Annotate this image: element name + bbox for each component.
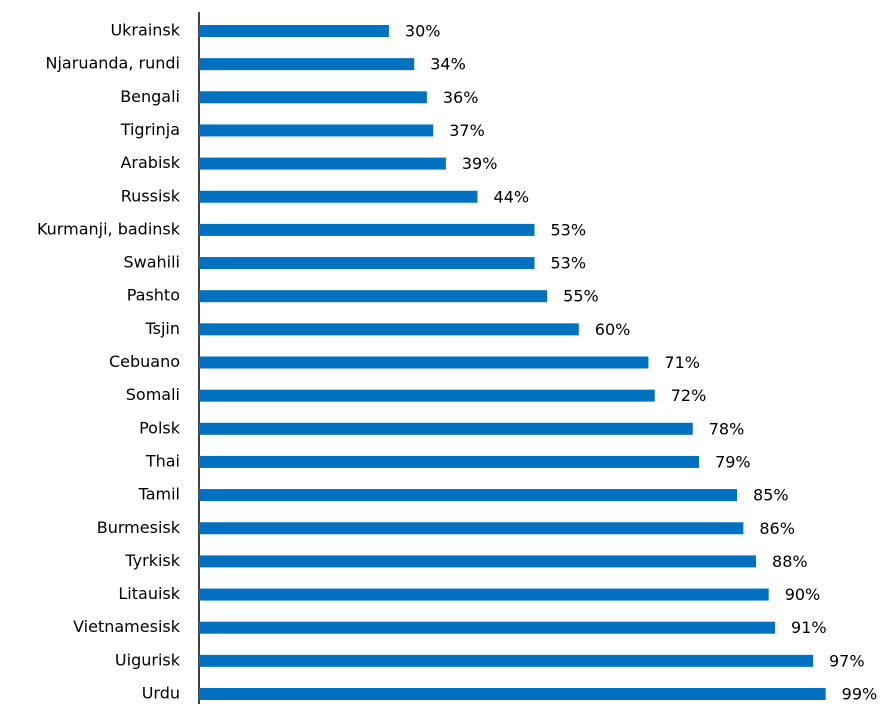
bar <box>199 555 757 568</box>
value-label: 53% <box>550 254 586 273</box>
bar <box>199 621 776 634</box>
category-label: Somali <box>126 385 180 404</box>
value-label: 99% <box>842 685 878 704</box>
value-label: 88% <box>772 552 808 571</box>
bar <box>199 290 548 303</box>
value-label: 55% <box>563 287 599 306</box>
category-label: Tyrkisk <box>124 551 180 570</box>
bar <box>199 223 535 236</box>
category-label: Polsk <box>139 418 181 437</box>
bar <box>199 58 415 71</box>
value-label: 90% <box>785 585 821 604</box>
category-label: Vietnamesisk <box>73 617 181 636</box>
value-label: 72% <box>671 386 707 405</box>
bar <box>199 25 389 37</box>
category-label: Kurmanji, badinsk <box>37 219 181 238</box>
bar <box>199 91 427 104</box>
value-label: 34% <box>430 55 466 74</box>
value-label: 85% <box>753 486 789 505</box>
bar <box>199 389 655 402</box>
bar <box>199 588 769 601</box>
bar <box>199 522 744 535</box>
bar <box>199 688 826 700</box>
bar <box>199 654 814 667</box>
category-label: Njaruanda, rundi <box>46 54 180 73</box>
category-label: Tigrinja <box>120 120 180 139</box>
value-label: 60% <box>595 320 631 339</box>
value-label: 97% <box>829 651 865 670</box>
bar <box>199 157 446 170</box>
bar <box>199 489 738 502</box>
value-label: 79% <box>715 452 751 471</box>
category-label: Cebuano <box>109 352 180 371</box>
category-label: Urdu <box>142 684 180 703</box>
value-label: 36% <box>443 88 479 107</box>
category-label: Ukrainsk <box>110 21 180 40</box>
category-label: Tsjin <box>145 319 181 338</box>
category-label: Litauisk <box>118 584 180 603</box>
bar <box>199 455 700 468</box>
category-label: Thai <box>145 451 180 470</box>
category-label: Russisk <box>121 186 181 205</box>
category-label: Bengali <box>120 87 180 106</box>
category-label: Burmesisk <box>97 518 181 537</box>
bar <box>199 257 535 270</box>
value-label: 44% <box>494 187 530 206</box>
value-label: 91% <box>791 618 827 637</box>
value-label: 30% <box>405 22 441 41</box>
value-label: 53% <box>550 220 586 239</box>
value-label: 86% <box>759 519 795 538</box>
bar <box>199 323 579 336</box>
category-label: Uigurisk <box>115 650 181 669</box>
value-label: 39% <box>462 154 498 173</box>
category-label: Tamil <box>138 485 180 504</box>
value-label: 37% <box>449 121 485 140</box>
category-label: Pashto <box>127 286 180 305</box>
value-label: 78% <box>709 419 745 438</box>
bar <box>199 356 649 369</box>
category-label: Swahili <box>123 253 180 272</box>
bar <box>199 422 693 435</box>
category-label: Arabisk <box>120 153 180 172</box>
bar <box>199 124 434 137</box>
value-label: 71% <box>664 353 700 372</box>
bar <box>199 190 478 203</box>
